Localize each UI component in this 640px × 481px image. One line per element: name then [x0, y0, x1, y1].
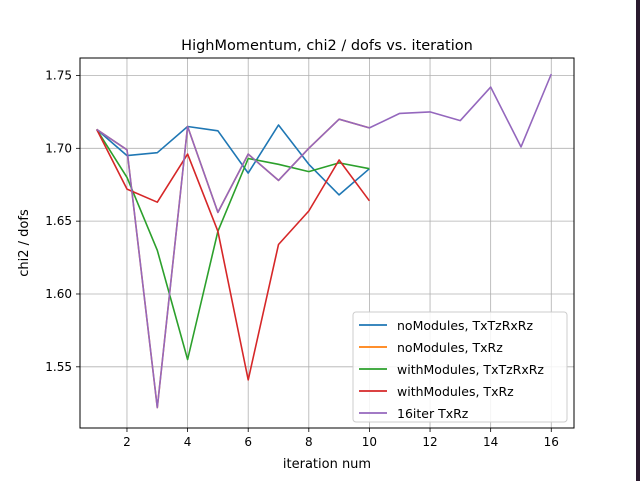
legend-entry-label: withModules, TxRz — [397, 384, 514, 399]
legend-entry-label: noModules, TxTzRxRz — [397, 318, 533, 333]
y-axis-label: chi2 / dofs — [17, 209, 32, 277]
x-tick-label: 2 — [123, 435, 131, 449]
series-line-3 — [95, 129, 371, 381]
window-edge — [636, 0, 640, 481]
legend: noModules, TxTzRxRz noModules, TxRz withMo… — [352, 311, 568, 423]
y-tick-label: 1.70 — [45, 141, 72, 155]
x-axis-label: iteration num — [283, 457, 371, 472]
y-tick-label: 1.65 — [45, 214, 72, 228]
series-line-0 — [96, 124, 370, 196]
x-tick-label: 12 — [422, 435, 437, 449]
series-line-2 — [96, 128, 370, 361]
x-axis-ticks: 2 4 6 8 10 12 14 16 — [123, 428, 559, 449]
plot-frame — [79, 57, 575, 429]
x-tick-label: 16 — [544, 435, 559, 449]
y-tick-label: 1.75 — [45, 68, 72, 82]
x-tick-label: 14 — [483, 435, 498, 449]
legend-entry-label: noModules, TxRz — [397, 340, 503, 355]
y-tick-label: 1.60 — [45, 287, 72, 301]
chart-title: HighMomentum, chi2 / dofs vs. iteration — [181, 38, 473, 54]
x-tick-label: 6 — [244, 435, 252, 449]
series-line-4 — [96, 73, 553, 409]
x-tick-label: 4 — [184, 435, 192, 449]
x-tick-label: 10 — [362, 435, 377, 449]
x-tick-label: 8 — [305, 435, 313, 449]
y-axis-ticks: 1.55 1.60 1.65 1.70 1.75 — [45, 68, 80, 374]
y-tick-label: 1.55 — [45, 360, 72, 374]
legend-entry-label: withModules, TxTzRxRz — [397, 362, 544, 377]
legend-box — [352, 311, 568, 423]
legend-entry-label: 16iter TxRz — [397, 406, 469, 421]
series-lines — [95, 73, 553, 409]
